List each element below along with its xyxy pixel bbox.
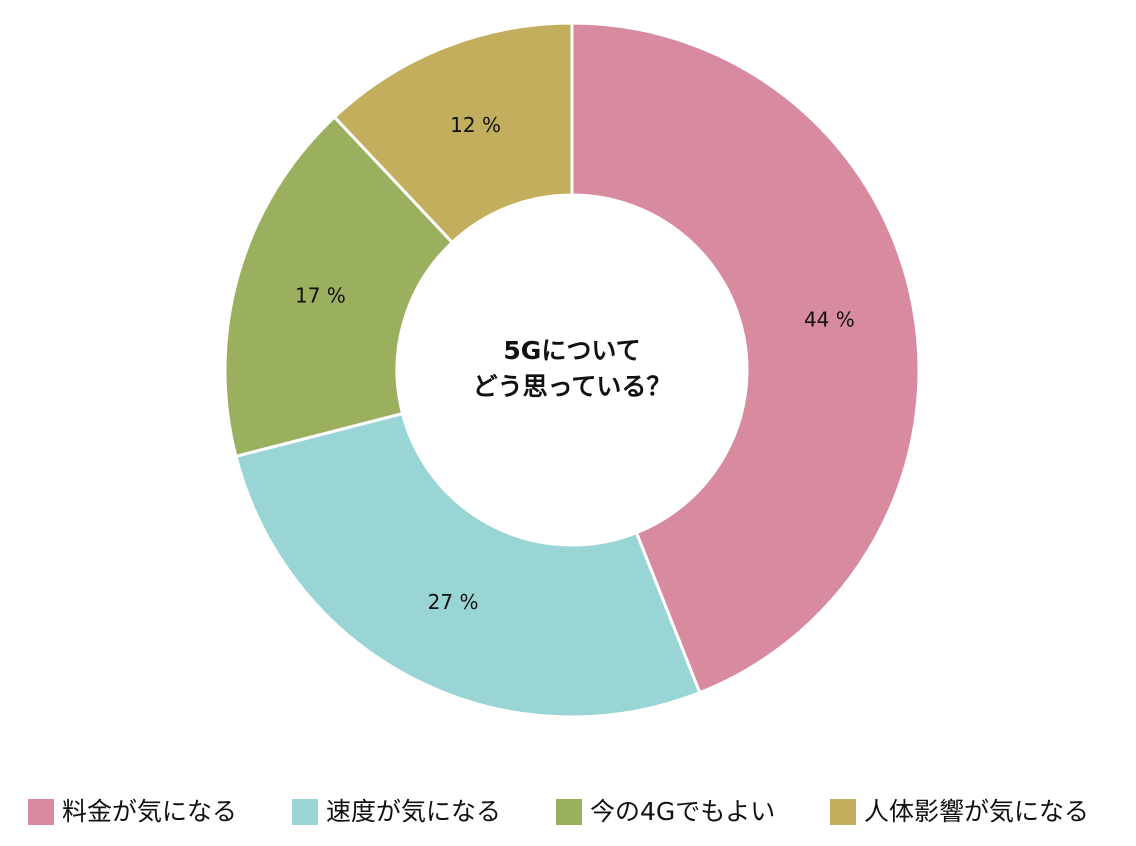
donut-slice bbox=[234, 411, 702, 719]
legend-swatch bbox=[292, 799, 318, 825]
value-label: 44 % bbox=[804, 307, 855, 331]
legend-swatch bbox=[830, 799, 856, 825]
value-label: 27 % bbox=[428, 590, 479, 614]
value-label: 12 % bbox=[450, 113, 501, 137]
legend-label: 今の4Gでもよい bbox=[590, 797, 775, 826]
center-title: どう思っている？ bbox=[473, 372, 672, 401]
donut-slice bbox=[570, 21, 921, 695]
donut-slice bbox=[223, 114, 455, 459]
legend-swatch bbox=[28, 799, 54, 825]
center-title: 5Gについて bbox=[503, 336, 640, 365]
legend-label: 速度が気になる bbox=[326, 797, 501, 826]
legend-label: 人体影響が気になる bbox=[864, 797, 1089, 826]
legend-label: 料金が気になる bbox=[62, 797, 237, 826]
legend-swatch bbox=[556, 799, 582, 825]
value-label: 17 % bbox=[295, 283, 346, 307]
donut-slice bbox=[332, 21, 574, 245]
